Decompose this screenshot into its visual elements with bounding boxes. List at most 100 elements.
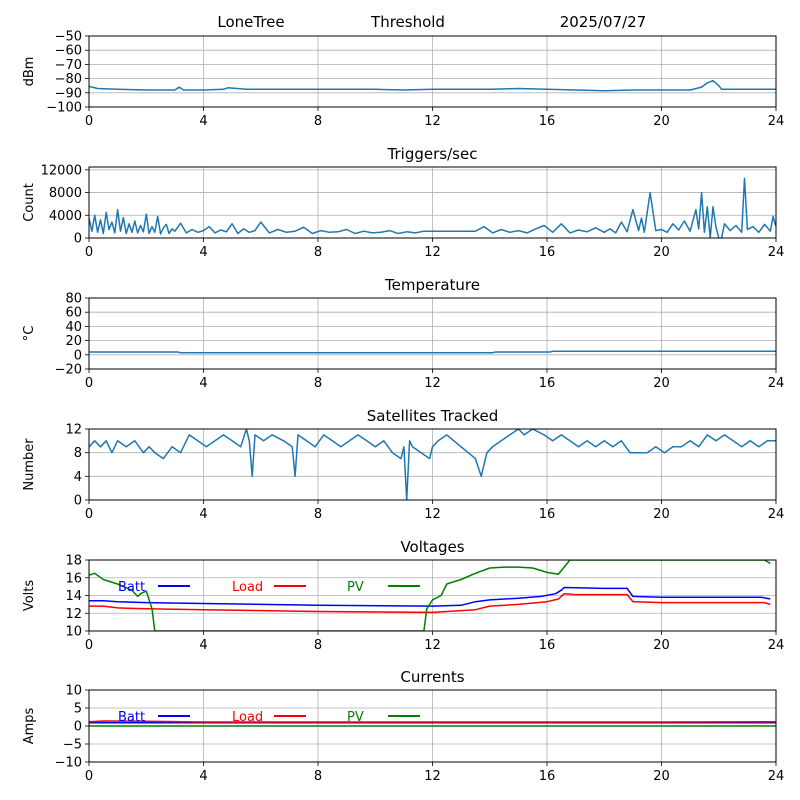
y-tick-label: 16 <box>65 571 82 586</box>
series-line-0 <box>89 79 776 92</box>
legend-label-batt: Batt <box>118 580 145 595</box>
y-tick-label: −70 <box>55 58 82 73</box>
x-tick-label: 20 <box>653 114 670 129</box>
x-tick-label: 16 <box>539 376 556 391</box>
panel-title: Currents <box>400 668 464 686</box>
y-tick-label: 8000 <box>49 186 82 201</box>
series-line-0 <box>89 429 776 500</box>
legend-label-pv: PV <box>347 580 364 595</box>
x-tick-label: 4 <box>199 638 207 653</box>
y-tick-label: 0 <box>74 348 82 363</box>
x-tick-label: 4 <box>199 507 207 522</box>
y-axis-label: °C <box>22 326 37 342</box>
x-tick-label: 16 <box>539 507 556 522</box>
x-tick-label: 8 <box>314 769 322 784</box>
series-line-batt <box>89 586 771 607</box>
y-tick-label: −5 <box>63 738 82 753</box>
y-axis-label: Amps <box>22 707 37 744</box>
x-tick-label: 12 <box>424 245 441 260</box>
x-tick-label: 16 <box>539 114 556 129</box>
y-tick-label: −100 <box>46 101 82 116</box>
y-tick-label: 12 <box>65 607 82 622</box>
x-tick-label: 12 <box>424 114 441 129</box>
y-tick-label: −80 <box>55 72 82 87</box>
x-tick-label: 0 <box>85 245 93 260</box>
y-tick-label: 20 <box>65 334 82 349</box>
y-tick-label: 18 <box>65 554 82 569</box>
x-tick-label: 4 <box>199 376 207 391</box>
x-tick-label: 16 <box>539 769 556 784</box>
panel-3: 0 4 8 12 16 20 24 0 4 8 12 Satellites Tracked Number <box>22 407 784 522</box>
x-tick-label: 20 <box>653 376 670 391</box>
chart-panels: 0 4 8 12 16 20 24 −100−90−80−70−60 −5 0 dBm 0 4 8 12 16… <box>22 30 784 785</box>
series-line-load <box>89 720 776 723</box>
panel-1: 0 4 8 12 16 20 24 0 4000 8000 12000 Triggers/sec Cou… <box>22 145 784 260</box>
x-tick-label: 0 <box>85 638 93 653</box>
legend-label-batt: Batt <box>118 710 145 725</box>
x-tick-label: 24 <box>768 769 785 784</box>
x-tick-label: 0 <box>85 376 93 391</box>
y-tick-label: 5 <box>74 702 82 717</box>
series-line-pv <box>89 560 771 631</box>
legend-label-pv: PV <box>347 710 364 725</box>
y-tick-label: 10 <box>65 684 82 699</box>
y-tick-label: 12 <box>65 423 82 438</box>
x-tick-label: 0 <box>85 769 93 784</box>
x-tick-label: 0 <box>85 507 93 522</box>
panel-title: Satellites Tracked <box>367 407 498 425</box>
x-tick-label: 16 <box>539 638 556 653</box>
x-tick-label: 8 <box>314 114 322 129</box>
x-tick-label: 8 <box>314 507 322 522</box>
x-tick-label: 24 <box>768 507 785 522</box>
y-tick-label: −60 <box>55 44 82 59</box>
x-tick-label: 4 <box>199 769 207 784</box>
y-tick-label: 60 <box>65 306 82 321</box>
x-tick-label: 24 <box>768 376 785 391</box>
x-tick-label: 12 <box>424 769 441 784</box>
header-station: LoneTree <box>217 13 284 31</box>
panel-title: Voltages <box>400 538 464 556</box>
y-tick-label: 0 <box>74 720 82 735</box>
x-tick-label: 8 <box>314 376 322 391</box>
y-tick-label: 4 <box>74 470 82 485</box>
legend-label-load: Load <box>232 710 263 725</box>
x-tick-label: 12 <box>424 507 441 522</box>
y-tick-label: 12000 <box>41 163 82 178</box>
panel-5: 0 4 8 12 16 20 24 −10 −5 0 5 10 Currents Amps Batt Load… <box>22 668 784 784</box>
x-tick-label: 4 <box>199 114 207 129</box>
x-tick-label: 20 <box>653 507 670 522</box>
panel-4: 0 4 8 12 16 20 24 10 12 14 16 18 Voltages Volts Batt Lo… <box>22 538 784 653</box>
x-tick-label: 12 <box>424 638 441 653</box>
x-tick-label: 16 <box>539 245 556 260</box>
panel-title: Triggers/sec <box>387 145 478 163</box>
y-tick-label: 0 <box>74 494 82 509</box>
x-tick-label: 24 <box>768 245 785 260</box>
y-tick-label: −20 <box>55 363 82 378</box>
y-axis-label: Number <box>22 438 37 491</box>
series-line-0 <box>89 350 776 354</box>
series-line-0 <box>89 177 776 238</box>
x-tick-label: 20 <box>653 638 670 653</box>
x-tick-label: 4 <box>199 245 207 260</box>
header-date: 2025/07/27 <box>560 13 646 31</box>
panel-title: Temperature <box>384 276 480 294</box>
y-axis-label: dBm <box>22 57 37 87</box>
y-tick-label: 10 <box>65 625 82 640</box>
y-tick-label: 80 <box>65 292 82 307</box>
x-tick-label: 20 <box>653 769 670 784</box>
series-line-load <box>89 592 771 614</box>
header-mode: Threshold <box>370 13 445 31</box>
x-tick-label: 24 <box>768 114 785 129</box>
x-tick-label: 0 <box>85 114 93 129</box>
x-tick-label: 8 <box>314 638 322 653</box>
x-tick-label: 8 <box>314 245 322 260</box>
legend-label-load: Load <box>232 580 263 595</box>
y-axis-label: Count <box>22 183 37 222</box>
panel-0: 0 4 8 12 16 20 24 −100−90−80−70−60−50 dBm <box>22 30 784 130</box>
y-tick-label: 8 <box>74 446 82 461</box>
y-tick-label: 4000 <box>49 209 82 224</box>
y-tick-label: −90 <box>55 86 82 101</box>
